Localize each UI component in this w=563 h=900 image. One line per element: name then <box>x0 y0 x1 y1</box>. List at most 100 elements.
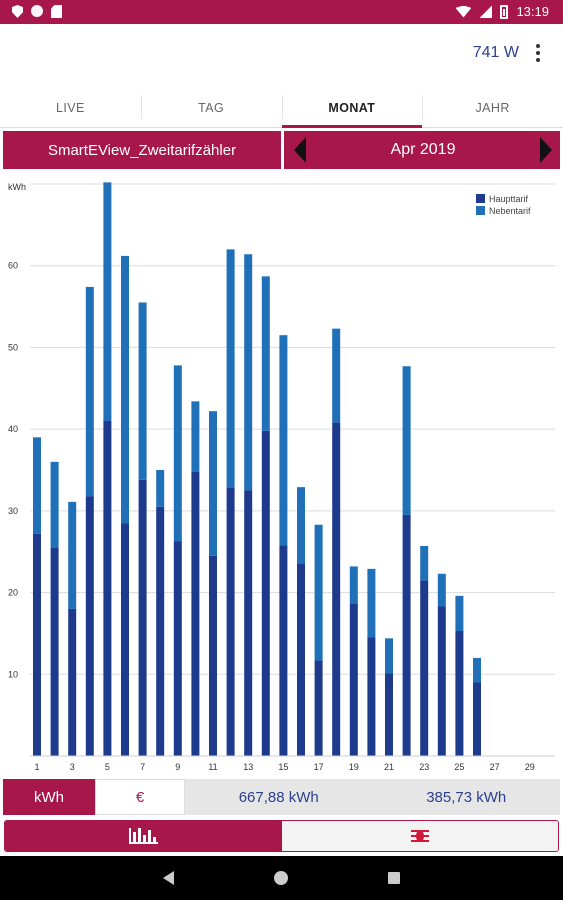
bar-haupttarif <box>68 608 77 756</box>
bar-haupttarif <box>121 523 129 756</box>
next-period-icon[interactable] <box>540 137 552 163</box>
selector-bar: SmartEView_Zweitarifzähler Apr 2019 <box>3 131 560 169</box>
tab-jahr[interactable]: JAHR <box>422 88 563 127</box>
bug-icon <box>411 827 429 845</box>
bar-haupttarif <box>138 479 147 756</box>
bar-nebentarif <box>455 595 464 631</box>
bar-nebentarif <box>33 437 41 534</box>
bar-chart-mode-button[interactable] <box>5 821 282 851</box>
device-selector[interactable]: SmartEView_Zweitarifzähler <box>3 131 281 169</box>
bar-haupttarif <box>402 514 411 756</box>
circle-icon <box>31 5 43 17</box>
bar-haupttarif <box>420 580 429 756</box>
x-tick-label: 3 <box>70 762 75 772</box>
bar-haupttarif <box>244 490 253 756</box>
tab-live[interactable]: LIVE <box>56 100 85 115</box>
y-tick-label: 50 <box>8 342 18 352</box>
legend-swatch <box>476 206 485 215</box>
bar-haupttarif <box>191 471 200 756</box>
bar-nebentarif <box>103 182 112 421</box>
bar-haupttarif <box>297 563 305 756</box>
consumption-chart: kWh 10 20 30 40 50 60 1 3 5 7 9 11 13 15 17 19 21 23 25 27 29… <box>0 172 563 776</box>
total-nebentarif: 385,73 kWh <box>426 788 507 806</box>
bug-mode-button[interactable] <box>281 821 558 851</box>
home-icon[interactable] <box>274 871 288 885</box>
shield-icon <box>12 5 23 18</box>
bar-nebentarif <box>367 568 376 638</box>
bar-chart-icon <box>128 828 158 844</box>
y-axis-label: kWh <box>8 182 26 192</box>
x-tick-label: 21 <box>384 762 394 772</box>
bar-haupttarif <box>261 430 270 756</box>
bar-nebentarif <box>402 366 411 515</box>
bar-haupttarif <box>156 506 165 756</box>
tab-monat[interactable]: MONAT <box>281 88 423 128</box>
bar-haupttarif <box>103 420 112 756</box>
bar-nebentarif <box>226 249 235 488</box>
wifi-icon <box>455 5 472 18</box>
x-tick-label: 15 <box>278 762 288 772</box>
bar-nebentarif <box>244 254 253 491</box>
bar-nebentarif <box>50 461 59 548</box>
sim-card-icon <box>51 5 62 18</box>
bar-nebentarif <box>332 328 341 423</box>
x-tick-label: 1 <box>34 762 39 772</box>
status-time: 13:19 <box>516 4 549 19</box>
back-icon[interactable] <box>163 871 174 885</box>
x-tick-label: 7 <box>140 762 145 772</box>
app-bar: 741 W <box>0 24 563 88</box>
more-vert-icon[interactable] <box>535 44 541 62</box>
battery-icon <box>500 4 509 19</box>
signal-icon <box>479 5 493 18</box>
system-nav-bar <box>0 856 563 900</box>
x-tick-label: 27 <box>490 762 500 772</box>
previous-period-icon[interactable] <box>294 137 306 163</box>
bar-haupttarif <box>33 533 41 756</box>
legend-label: Nebentarif <box>489 206 531 216</box>
x-tick-label: 25 <box>454 762 464 772</box>
bar-haupttarif <box>473 682 481 756</box>
bar-nebentarif <box>121 255 129 524</box>
x-tick-label: 9 <box>175 762 180 772</box>
x-tick-label: 11 <box>208 762 217 772</box>
bar-nebentarif <box>261 276 270 431</box>
bar-haupttarif <box>209 555 217 756</box>
bar-nebentarif <box>349 566 358 605</box>
bar-haupttarif <box>437 606 446 756</box>
bar-nebentarif <box>385 638 393 674</box>
bar-haupttarif <box>455 630 464 756</box>
bar-haupttarif <box>385 673 393 756</box>
legend-label: Haupttarif <box>489 194 529 204</box>
bar-haupttarif <box>173 541 182 756</box>
y-tick-label: 10 <box>8 669 18 679</box>
bar-nebentarif <box>473 657 481 683</box>
bar-nebentarif <box>297 487 305 564</box>
y-tick-label: 20 <box>8 588 18 598</box>
period-tabs: LIVE TAG MONAT JAHR <box>0 88 563 128</box>
legend-swatch <box>476 194 485 203</box>
current-power: 741 W <box>472 44 519 61</box>
status-bar: 13:19 <box>0 0 563 24</box>
x-tick-label: 17 <box>314 762 324 772</box>
y-tick-label: 60 <box>8 261 18 271</box>
bar-nebentarif <box>420 545 429 581</box>
bar-nebentarif <box>191 401 200 472</box>
bar-haupttarif <box>226 487 235 756</box>
bar-nebentarif <box>173 365 182 542</box>
tab-tag[interactable]: TAG <box>140 88 282 127</box>
period-label: Apr 2019 <box>390 141 456 158</box>
bar-nebentarif <box>209 411 217 556</box>
bar-haupttarif <box>314 660 323 756</box>
x-tick-label: 29 <box>525 762 535 772</box>
bar-nebentarif <box>279 335 288 546</box>
unit-euro-button[interactable]: € <box>95 779 185 815</box>
bar-nebentarif <box>85 286 94 497</box>
total-haupttarif: 667,88 kWh <box>238 788 319 806</box>
bar-haupttarif <box>85 496 94 756</box>
unit-kwh-button[interactable]: kWh <box>3 779 95 815</box>
bar-nebentarif <box>314 524 323 661</box>
x-tick-label: 19 <box>349 762 359 772</box>
y-tick-label: 30 <box>8 506 18 516</box>
recents-icon[interactable] <box>388 872 400 884</box>
